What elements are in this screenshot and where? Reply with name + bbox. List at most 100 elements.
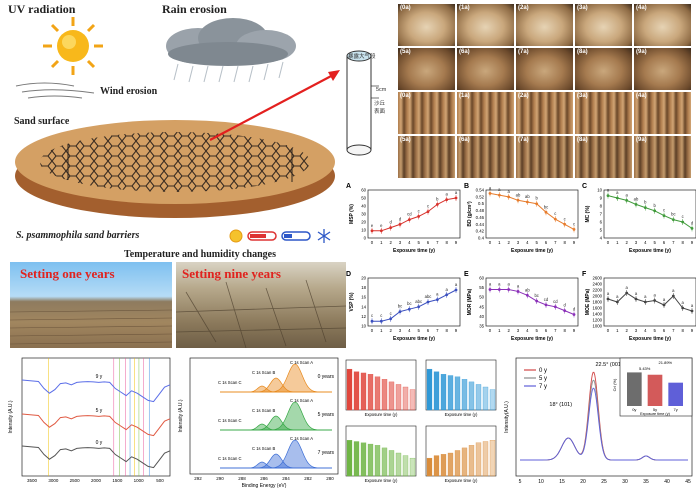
significance-letter: d bbox=[573, 306, 576, 311]
series-line bbox=[490, 289, 575, 315]
xps-chart: Intensity (A.U.) 292 290 288 286 284 282 280 Bin… bbox=[176, 354, 342, 490]
x-tick-label: 7 bbox=[554, 240, 557, 245]
legend-label: 7 y bbox=[539, 384, 547, 390]
inset-bar bbox=[627, 372, 642, 406]
x-tick-label: 4 bbox=[408, 328, 411, 333]
x-axis-label: Exposure time (y) bbox=[393, 336, 435, 342]
texture-tile-label: (5a) bbox=[400, 137, 411, 143]
wind-icon bbox=[15, 82, 95, 99]
y-axis-label: Intensity (A.U.) bbox=[8, 400, 14, 433]
series-line bbox=[372, 289, 457, 322]
sand-surface-label: Sand surface bbox=[14, 116, 70, 127]
y-axis-label: Intensity (A.U.) bbox=[178, 399, 184, 432]
significance-letter: a bbox=[663, 297, 666, 302]
x-axis-label: Exposure time (y) bbox=[445, 412, 478, 417]
ftir-curve bbox=[21, 379, 171, 403]
x-tick-label: 3000 bbox=[48, 478, 59, 483]
y-tick-label: 1200 bbox=[592, 318, 602, 323]
x-axis-label: Exposure time (y) bbox=[511, 336, 553, 342]
scan-c-label: C 1s Scan C bbox=[218, 380, 242, 385]
data-point bbox=[488, 192, 492, 195]
xps-group: 5 years C 1s Scan A C 1s Scan B C 1s Scan C bbox=[218, 398, 334, 431]
data-point bbox=[445, 293, 449, 297]
bar bbox=[374, 445, 381, 477]
bar bbox=[395, 452, 402, 477]
data-point bbox=[690, 227, 694, 230]
y-axis-label: MOE (MPa) bbox=[585, 288, 591, 315]
data-point bbox=[662, 303, 666, 307]
significance-letter: a bbox=[436, 292, 439, 297]
texture-tile: (5a) bbox=[398, 136, 455, 178]
uv-radiation-label: UV radiation bbox=[8, 2, 76, 16]
bar bbox=[468, 445, 475, 477]
scan-a-label: C 1s Scan A bbox=[290, 398, 313, 403]
climate-icons bbox=[229, 229, 331, 243]
bar bbox=[475, 384, 482, 411]
y-tick-label: 14 bbox=[361, 304, 366, 309]
x-tick-label: 500 bbox=[156, 478, 164, 483]
y-tick-label: 6 bbox=[600, 220, 603, 225]
data-point bbox=[435, 203, 439, 206]
y-tick-label: 45 bbox=[479, 304, 484, 309]
bar bbox=[409, 457, 416, 477]
y-tick-label: 1000 bbox=[592, 324, 602, 329]
data-point bbox=[379, 319, 383, 323]
panel-letter: C bbox=[582, 183, 587, 190]
texture-tile-label: (9a) bbox=[636, 49, 647, 55]
scan-a-label: C 1s Scan A bbox=[290, 436, 313, 441]
bar bbox=[346, 368, 353, 411]
ftir-series-label: 9 y bbox=[96, 374, 103, 380]
texture-tile: (8a) bbox=[575, 136, 632, 178]
legend-label: 5 y bbox=[539, 376, 547, 382]
data-point bbox=[417, 215, 421, 218]
bar bbox=[353, 371, 360, 411]
texture-tile-label: (3a) bbox=[577, 93, 588, 99]
y-tick-label: 1400 bbox=[592, 312, 602, 317]
data-point bbox=[615, 300, 619, 304]
property-chart-C: C 4 5 6 7 8 9 10 0 1 2 3 4 5 6 7 8 9 Exposure time (y) MC (… bbox=[582, 183, 697, 254]
texture-tile: (2a) bbox=[516, 92, 573, 134]
significance-letter: c bbox=[371, 313, 373, 318]
significance-letter: bc bbox=[534, 293, 538, 298]
bar bbox=[447, 375, 454, 411]
x-tick-label: 8 bbox=[563, 328, 566, 333]
y-axis-label: MSP (%) bbox=[349, 204, 355, 224]
significance-letter: b bbox=[644, 200, 647, 205]
data-point bbox=[516, 198, 520, 202]
texture-tile-label: (4a) bbox=[636, 93, 647, 99]
texture-tile: (6a) bbox=[457, 48, 514, 90]
data-point bbox=[454, 196, 458, 200]
texture-tile: (1a) bbox=[457, 4, 514, 46]
data-point bbox=[553, 217, 557, 221]
y-tick-label: 60 bbox=[479, 276, 484, 281]
bar bbox=[360, 442, 367, 477]
bar bbox=[353, 441, 360, 477]
significance-letter: bc bbox=[407, 301, 411, 306]
y-tick-label: 8 bbox=[600, 204, 603, 209]
y-axis-label: BD (g/cm³) bbox=[467, 201, 473, 227]
x-tick-label: 280 bbox=[326, 476, 334, 481]
data-point bbox=[389, 226, 393, 229]
significance-letter: a bbox=[681, 300, 684, 305]
x-tick-label: 30 bbox=[622, 479, 628, 485]
x-axis-label: Exposure time (y) bbox=[629, 336, 671, 342]
bar bbox=[482, 441, 489, 477]
y-tick-label: 55 bbox=[479, 285, 484, 290]
significance-letter: c bbox=[390, 311, 392, 316]
significance-letter: b bbox=[653, 203, 656, 208]
significance-letter: c bbox=[564, 216, 566, 221]
significance-letter: cd bbox=[553, 299, 558, 304]
data-point bbox=[690, 309, 694, 313]
property-chart-A: A 0 10 20 30 40 50 60 0 1 2 3 4 5 6 7 8 9 Exposure time (y… bbox=[346, 183, 461, 254]
panel-letter: D bbox=[346, 271, 351, 278]
significance-letter: a bbox=[498, 282, 501, 287]
x-tick-label: 9 bbox=[573, 240, 576, 245]
y-tick-label: 0.42 bbox=[476, 229, 485, 234]
y-tick-label: 0.4 bbox=[478, 236, 485, 241]
significance-letter: a bbox=[644, 294, 647, 299]
significance-letter: a bbox=[455, 190, 458, 195]
x-axis-label: Exposure time (y) bbox=[365, 412, 398, 417]
x-tick-label: 1 bbox=[616, 240, 619, 245]
x-tick-label: 1 bbox=[616, 328, 619, 333]
bar bbox=[374, 376, 381, 411]
